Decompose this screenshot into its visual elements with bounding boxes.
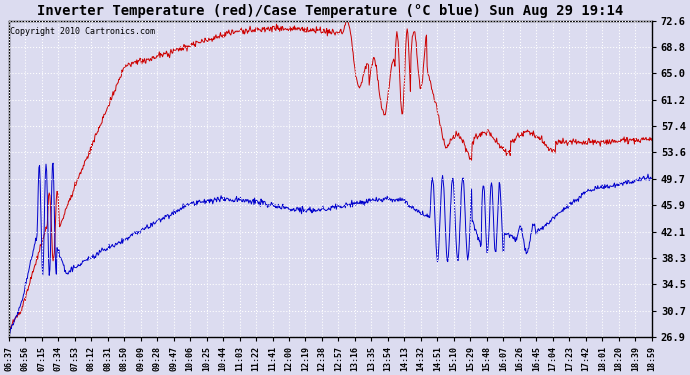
Text: Copyright 2010 Cartronics.com: Copyright 2010 Cartronics.com (10, 27, 155, 36)
Title: Inverter Temperature (red)/Case Temperature (°C blue) Sun Aug 29 19:14: Inverter Temperature (red)/Case Temperat… (37, 4, 623, 18)
